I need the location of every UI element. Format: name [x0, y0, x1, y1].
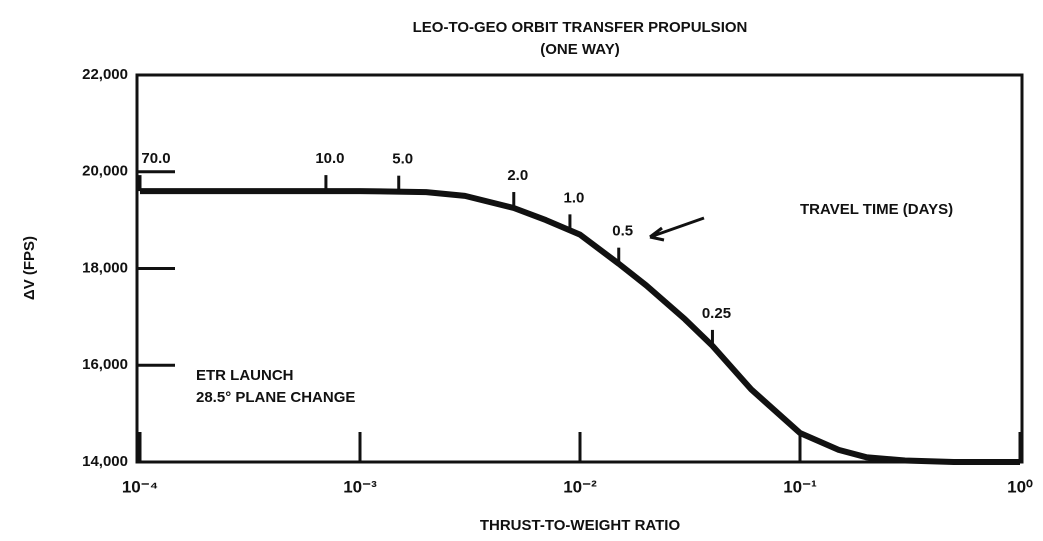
annotation: ETR LAUNCH [196, 367, 294, 384]
y-tick-label: 20,000 [82, 163, 128, 180]
chart-title: LEO-TO-GEO ORBIT TRANSFER PROPULSION [413, 19, 748, 36]
y-tick-label: 22,000 [82, 66, 128, 83]
travel-time-label: 0.5 [612, 223, 633, 240]
travel-time-label: 0.25 [702, 305, 731, 322]
chart-subtitle: (ONE WAY) [540, 41, 619, 58]
x-tick-label: 10⁰ [1007, 477, 1033, 496]
y-tick-label: 18,000 [82, 259, 128, 276]
y-axis-label: ΔV (FPS) [21, 236, 38, 300]
travel-time-label: 70.0 [141, 150, 170, 167]
x-tick-label: 10⁻¹ [783, 477, 817, 496]
annotation: TRAVEL TIME (DAYS) [800, 201, 953, 218]
arrow [649, 216, 705, 242]
line [140, 188, 1020, 465]
y-tick-label: 14,000 [82, 453, 128, 470]
travel-time-label: 5.0 [392, 151, 413, 168]
x-axis-label: THRUST-TO-WEIGHT RATIO [480, 517, 681, 534]
x-tick-label: 10⁻² [563, 477, 597, 496]
y-tick-label: 16,000 [82, 356, 128, 373]
x-tick-label: 10⁻⁴ [122, 477, 158, 496]
travel-time-label: 2.0 [507, 167, 528, 184]
x-tick-label: 10⁻³ [343, 477, 377, 496]
annotation: 28.5° PLANE CHANGE [196, 389, 355, 406]
travel-time-label: 1.0 [564, 189, 585, 206]
travel-time-label: 10.0 [315, 150, 344, 167]
